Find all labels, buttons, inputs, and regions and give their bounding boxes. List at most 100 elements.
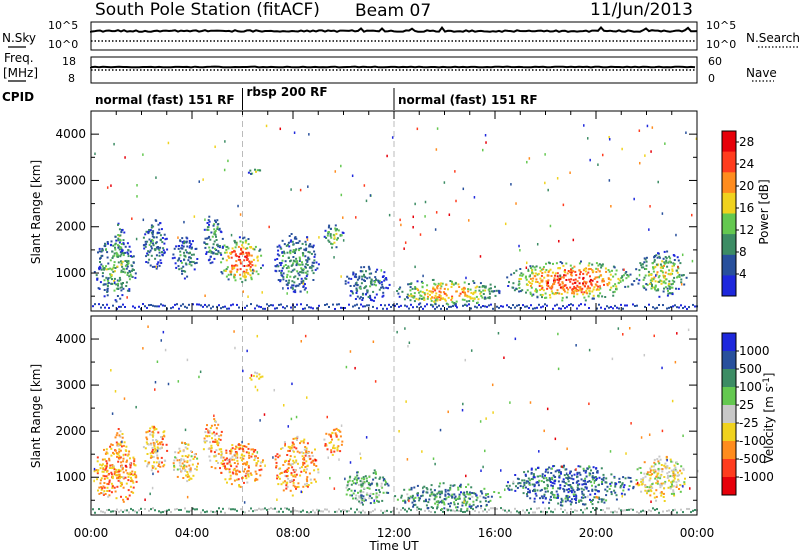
velocity-frame xyxy=(91,316,697,515)
power-panel: 1000 2000 3000 4000 Slant Range [km] 4 8 12 16… xyxy=(29,111,771,311)
time-xlabel: Time UT xyxy=(368,539,419,553)
colorbar-tick-label: 100 xyxy=(739,380,762,394)
cpid-segment-label: normal (fast) 151 RF xyxy=(398,93,538,107)
y-tick-label: 3000 xyxy=(55,378,86,392)
noise-tick-right-bottom: 10^0 xyxy=(706,38,736,51)
colorbar-swatch xyxy=(722,351,736,370)
station-title: South Pole Station (fitACF) xyxy=(95,0,320,20)
echo-patch xyxy=(203,216,224,264)
colorbar-swatch xyxy=(722,193,736,214)
cpid-segment-label: rbsp 200 RF xyxy=(247,85,328,99)
colorbar-swatch xyxy=(722,152,736,173)
echo-patch xyxy=(203,418,223,469)
radar-summary-figure: South Pole Station (fitACF) Beam 07 11/J… xyxy=(0,0,800,554)
cpid-segments: normal (fast) 151 RF rbsp 200 RF normal (f… xyxy=(95,85,538,110)
y-tick-label: 3000 xyxy=(55,173,86,187)
velocity-ylabel: Slant Range [km] xyxy=(29,364,43,468)
colorbar-tick-label: 8 xyxy=(739,245,747,259)
velocity-data xyxy=(92,316,698,515)
time-tick-label: 16:00 xyxy=(478,526,513,540)
colorbar-swatch xyxy=(722,333,736,352)
echo-patch xyxy=(345,266,391,302)
colorbar-swatch xyxy=(722,172,736,193)
colorbar-tick-label: 500 xyxy=(739,362,762,376)
colorbar-swatch xyxy=(722,477,736,496)
time-axis: 00:00 04:00 08:00 12:00 16:00 20:00 00:00 xyxy=(74,526,715,540)
echo-patch xyxy=(94,443,138,502)
velocity-panel: 1000 2000 3000 4000 Slant Range [km] 1000 50… xyxy=(29,316,776,515)
time-tick-label: 20:00 xyxy=(579,526,614,540)
near-range-scatter xyxy=(92,303,698,310)
colorbar-swatch xyxy=(722,459,736,478)
echo-patch xyxy=(172,237,199,280)
echo-patch xyxy=(635,251,687,298)
colorbar-tick-label: -25 xyxy=(739,416,759,430)
cpid-label: CPID xyxy=(2,90,34,104)
echo-patch xyxy=(506,465,635,507)
colorbar-swatch xyxy=(722,369,736,388)
colorbar-swatch xyxy=(722,405,736,424)
colorbar-tick-label: 1000 xyxy=(739,344,770,358)
time-tick-label: 12:00 xyxy=(377,526,412,540)
echo-patch xyxy=(94,240,137,303)
colorbar-swatch xyxy=(722,214,736,235)
colorbar-tick-label: 4 xyxy=(739,267,747,281)
colorbar-swatch xyxy=(722,387,736,406)
time-tick-label: 00:00 xyxy=(680,526,715,540)
power-ylabel: Slant Range [km] xyxy=(29,160,43,264)
nave-tick-top: 60 xyxy=(708,55,722,68)
echo-patch xyxy=(346,469,390,505)
colorbar-swatch xyxy=(722,423,736,442)
y-tick-label: 2000 xyxy=(55,220,86,234)
noise-tick-left-top: 10^5 xyxy=(48,19,78,32)
echo-patch xyxy=(396,279,500,307)
nave-label: Nave xyxy=(746,66,777,80)
noise-traces xyxy=(91,28,697,42)
freq-traces xyxy=(91,67,697,70)
noise-panel: N.Sky 10^5 10^0 10^5 10^0 N.Search xyxy=(2,19,800,51)
colorbar-swatch xyxy=(722,275,736,296)
echo-patch xyxy=(274,233,320,293)
colorbar-tick-label: 28 xyxy=(739,135,754,149)
near-range-scatter xyxy=(92,507,698,514)
time-tick-label: 08:00 xyxy=(276,526,311,540)
echo-patch xyxy=(324,224,345,248)
time-tick-label: 04:00 xyxy=(175,526,210,540)
colorbar-swatch xyxy=(722,131,736,152)
echo-patch xyxy=(275,436,320,497)
nave-tick-bottom: 0 xyxy=(708,72,715,85)
y-tick-label: 2000 xyxy=(55,424,86,438)
y-tick-label: 4000 xyxy=(55,332,86,346)
colorbar-swatch xyxy=(722,255,736,276)
freq-unit-label: [MHz] xyxy=(3,66,38,80)
echo-patch xyxy=(248,169,261,175)
colorbar-swatch xyxy=(722,234,736,255)
beam-title: Beam 07 xyxy=(355,1,431,21)
sparse-echoes xyxy=(93,325,698,503)
cpid-segment-label: normal (fast) 151 RF xyxy=(95,93,235,107)
colorbar-tick-label: 24 xyxy=(739,157,754,171)
echo-patch xyxy=(506,261,635,302)
freq-trace xyxy=(91,67,695,68)
power-colorbar: 4 8 12 16 20 24 28 xyxy=(722,131,754,297)
y-tick-label: 1000 xyxy=(55,266,86,280)
noise-sky-trace xyxy=(91,28,697,32)
echo-patch xyxy=(173,442,199,482)
freq-label: Freq. xyxy=(4,51,34,65)
colorbar-tick-label: 20 xyxy=(739,179,754,193)
y-tick-label: 1000 xyxy=(55,470,86,484)
time-tick-label: 00:00 xyxy=(74,526,109,540)
colorbar-swatch xyxy=(722,441,736,460)
power-data xyxy=(92,111,698,311)
power-colorbar-label: Power [dB] xyxy=(757,179,771,244)
echo-patch xyxy=(220,236,264,283)
noise-tick-left-bottom: 10^0 xyxy=(48,38,78,51)
echo-patch xyxy=(219,443,264,488)
echo-patch xyxy=(323,428,343,456)
echo-patch xyxy=(143,426,168,473)
echo-patch xyxy=(143,219,168,269)
freq-tick-top: 18 xyxy=(62,55,76,68)
noise-tick-right-top: 10^5 xyxy=(706,19,736,32)
colorbar-tick-label: 12 xyxy=(739,223,754,237)
